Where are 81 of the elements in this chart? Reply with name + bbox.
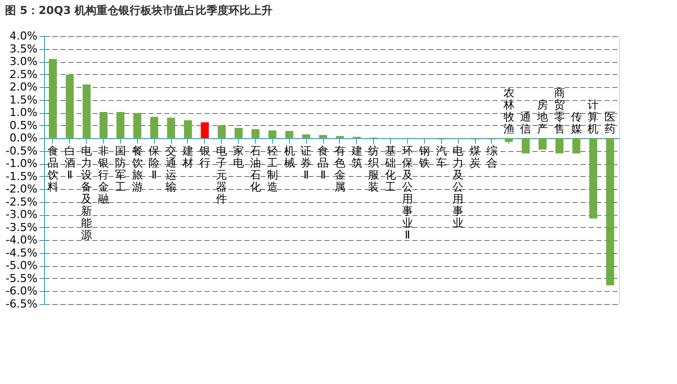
bar [555, 138, 564, 154]
y-tick-label: 0.5% [10, 118, 38, 132]
x-tick-label: 石油石化 [250, 144, 262, 194]
y-tick-label: 2.0% [10, 80, 38, 94]
x-tick-label: 商贸零售 [554, 86, 565, 136]
x-tick-label: 汽车 [436, 144, 447, 170]
y-tick-label: -4.5% [6, 246, 38, 260]
y-tick-label: 3.0% [10, 55, 38, 68]
bar [100, 112, 108, 138]
x-tick-label: 家电 [233, 144, 244, 170]
y-tick-label: 4.0% [10, 30, 38, 42]
y-tick-label: -2.5% [6, 195, 38, 208]
y-tick-label: -0.5% [6, 144, 38, 158]
bar [302, 134, 310, 138]
bar [606, 138, 614, 286]
y-tick-label: -5.0% [6, 259, 38, 272]
x-tick-label: 电力及公用事业 [452, 144, 464, 230]
y-tick-label: -1.5% [6, 170, 38, 183]
bar [116, 112, 124, 138]
y-tick-label: -1.0% [6, 157, 38, 170]
y-tick-label: -4.0% [6, 234, 38, 247]
x-tick-label: 医药 [604, 110, 616, 136]
bar [218, 125, 226, 138]
bar [538, 138, 547, 150]
bar [285, 130, 294, 138]
x-tick-label: 房地产 [536, 98, 548, 136]
chart-title: 图 5：20Q3 机构重仓银行板块市值占比季度环比上升 [5, 4, 273, 17]
bar [319, 135, 328, 138]
x-tick-label: 综合 [486, 144, 498, 170]
bar [184, 120, 192, 138]
bar [522, 138, 530, 154]
x-tick-label: 电子元器件 [216, 144, 228, 206]
bar [589, 138, 598, 218]
y-tick-label: 0.0% [10, 132, 38, 145]
x-tick-label: 轻工制造 [266, 144, 278, 194]
y-tick-label: -3.0% [6, 208, 38, 222]
x-tick-label: 建筑 [350, 144, 362, 170]
x-tick-label: 纺织服装 [368, 144, 380, 194]
x-tick-label: 农林牧渔 [502, 86, 514, 136]
x-tick-label: 餐饮旅游 [130, 144, 143, 194]
x-tick-label: 银行 [198, 144, 210, 170]
y-tick-label: -6.0% [6, 284, 38, 298]
bar [268, 130, 276, 138]
x-tick-label: 环保及公用事业Ⅱ [402, 144, 413, 242]
bar [150, 116, 158, 138]
bar [200, 122, 209, 138]
bar [167, 118, 176, 138]
x-tick-label: 非银行金融 [97, 144, 110, 206]
x-tick-label: 钢铁 [418, 144, 430, 170]
x-tick-label: 电力设备及新能源 [81, 144, 92, 242]
x-tick-label: 基础化工 [384, 144, 396, 194]
bar [82, 84, 91, 138]
x-tick-label: 煤炭 [470, 144, 481, 170]
x-tick-label: 证券Ⅱ [300, 144, 312, 182]
x-tick-label: 有色金属 [334, 144, 346, 194]
x-tick-label: 计算机 [588, 98, 599, 136]
x-tick-label: 建材 [181, 144, 194, 170]
bar [133, 113, 142, 138]
x-tick-label: 交通运输 [166, 144, 177, 194]
bar [252, 129, 260, 138]
x-tick-label: 国防军工 [114, 144, 126, 194]
x-tick-label: 传媒 [570, 110, 582, 136]
bar [66, 74, 74, 138]
y-tick-label: 3.5% [10, 42, 38, 56]
x-tick-label: 保险Ⅱ [148, 144, 160, 182]
bar [572, 138, 580, 154]
y-tick-label: 1.5% [10, 93, 38, 106]
x-tick-label: 食品饮料 [46, 144, 58, 194]
y-tick-label: 1.0% [10, 106, 38, 120]
x-tick-label: 食品Ⅱ [318, 144, 329, 182]
x-tick-label: 通信 [520, 110, 532, 136]
y-tick-label: -3.5% [6, 220, 38, 234]
bar [234, 128, 243, 138]
y-tick-label: -2.0% [6, 182, 38, 196]
bar [504, 138, 513, 142]
x-tick-label: 白酒Ⅱ [64, 144, 76, 182]
bar [48, 58, 57, 138]
x-tick-label: 机械 [284, 144, 295, 170]
y-tick-label: 2.5% [10, 68, 38, 81]
y-tick-label: -5.5% [6, 272, 38, 285]
y-tick-label: -6.5% [6, 298, 38, 310]
